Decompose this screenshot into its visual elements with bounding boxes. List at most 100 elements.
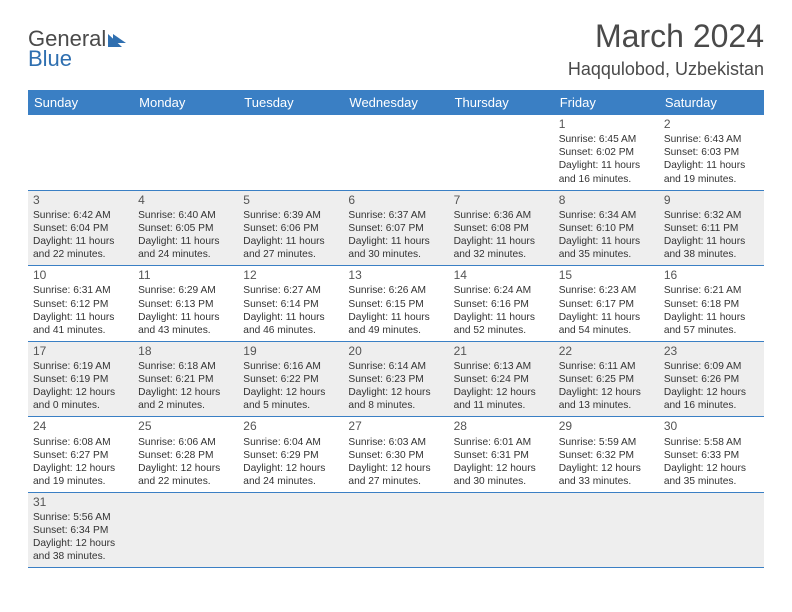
day-detail-line: and 19 minutes. — [33, 475, 128, 488]
day-detail-line: Sunset: 6:34 PM — [33, 524, 128, 537]
header: General March 2024 Haqqulobod, Uzbekista… — [28, 18, 764, 80]
day-detail-line: Sunrise: 6:27 AM — [243, 284, 338, 297]
day-number: 24 — [33, 419, 128, 434]
day-detail-line: and 33 minutes. — [559, 475, 654, 488]
day-detail-line: Sunrise: 6:42 AM — [33, 209, 128, 222]
day-detail-line: Sunset: 6:18 PM — [664, 298, 759, 311]
calendar-day-cell: 11Sunrise: 6:29 AMSunset: 6:13 PMDayligh… — [133, 266, 238, 342]
day-detail-line: and 16 minutes. — [559, 173, 654, 186]
day-detail-line: Sunset: 6:27 PM — [33, 449, 128, 462]
day-number: 26 — [243, 419, 338, 434]
day-detail-line: and 24 minutes. — [243, 475, 338, 488]
logo-text-2: Blue — [28, 46, 72, 72]
calendar-day-cell — [343, 115, 448, 190]
day-detail-line: Sunrise: 6:13 AM — [454, 360, 549, 373]
day-detail-line: Daylight: 12 hours — [559, 386, 654, 399]
day-detail-line: Daylight: 12 hours — [138, 462, 233, 475]
calendar-day-cell: 6Sunrise: 6:37 AMSunset: 6:07 PMDaylight… — [343, 190, 448, 266]
calendar-table: Sunday Monday Tuesday Wednesday Thursday… — [28, 90, 764, 568]
calendar-day-cell: 31Sunrise: 5:56 AMSunset: 6:34 PMDayligh… — [28, 492, 133, 568]
day-detail-line: Daylight: 11 hours — [33, 311, 128, 324]
day-number: 15 — [559, 268, 654, 283]
day-detail-line: Sunrise: 6:04 AM — [243, 436, 338, 449]
day-detail-line: Daylight: 12 hours — [348, 386, 443, 399]
day-detail-line: Daylight: 11 hours — [559, 235, 654, 248]
day-detail-line: Sunrise: 6:29 AM — [138, 284, 233, 297]
day-detail-line: Sunset: 6:12 PM — [33, 298, 128, 311]
day-detail-line: Sunrise: 6:40 AM — [138, 209, 233, 222]
day-detail-line: Sunrise: 6:18 AM — [138, 360, 233, 373]
day-detail-line: and 30 minutes. — [454, 475, 549, 488]
day-detail-line: Sunrise: 5:59 AM — [559, 436, 654, 449]
day-detail-line: Sunrise: 6:24 AM — [454, 284, 549, 297]
calendar-week-row: 31Sunrise: 5:56 AMSunset: 6:34 PMDayligh… — [28, 492, 764, 568]
day-detail-line: Sunrise: 6:31 AM — [33, 284, 128, 297]
day-number: 27 — [348, 419, 443, 434]
day-detail-line: Sunrise: 6:45 AM — [559, 133, 654, 146]
day-detail-line: and 46 minutes. — [243, 324, 338, 337]
day-detail-line: Daylight: 11 hours — [559, 311, 654, 324]
day-number: 12 — [243, 268, 338, 283]
day-number: 10 — [33, 268, 128, 283]
day-detail-line: Sunset: 6:08 PM — [454, 222, 549, 235]
day-number: 31 — [33, 495, 128, 510]
calendar-day-cell — [449, 115, 554, 190]
day-detail-line: and 54 minutes. — [559, 324, 654, 337]
calendar-day-cell: 29Sunrise: 5:59 AMSunset: 6:32 PMDayligh… — [554, 417, 659, 493]
calendar-body: 1Sunrise: 6:45 AMSunset: 6:02 PMDaylight… — [28, 115, 764, 568]
day-detail-line: Sunset: 6:24 PM — [454, 373, 549, 386]
day-detail-line: Sunset: 6:02 PM — [559, 146, 654, 159]
day-detail-line: Daylight: 12 hours — [348, 462, 443, 475]
day-number: 21 — [454, 344, 549, 359]
calendar-day-cell: 5Sunrise: 6:39 AMSunset: 6:06 PMDaylight… — [238, 190, 343, 266]
day-detail-line: Daylight: 11 hours — [138, 235, 233, 248]
calendar-day-cell: 1Sunrise: 6:45 AMSunset: 6:02 PMDaylight… — [554, 115, 659, 190]
calendar-day-cell: 21Sunrise: 6:13 AMSunset: 6:24 PMDayligh… — [449, 341, 554, 417]
day-detail-line: Sunset: 6:33 PM — [664, 449, 759, 462]
calendar-day-cell: 18Sunrise: 6:18 AMSunset: 6:21 PMDayligh… — [133, 341, 238, 417]
day-detail-line: and 22 minutes. — [138, 475, 233, 488]
day-detail-line: Sunrise: 6:03 AM — [348, 436, 443, 449]
calendar-day-cell: 10Sunrise: 6:31 AMSunset: 6:12 PMDayligh… — [28, 266, 133, 342]
calendar-day-cell: 22Sunrise: 6:11 AMSunset: 6:25 PMDayligh… — [554, 341, 659, 417]
calendar-week-row: 10Sunrise: 6:31 AMSunset: 6:12 PMDayligh… — [28, 266, 764, 342]
day-detail-line: and 35 minutes. — [664, 475, 759, 488]
calendar-day-cell: 2Sunrise: 6:43 AMSunset: 6:03 PMDaylight… — [659, 115, 764, 190]
day-detail-line: Daylight: 11 hours — [664, 159, 759, 172]
day-detail-line: Daylight: 12 hours — [454, 462, 549, 475]
month-title: March 2024 — [568, 18, 764, 55]
calendar-week-row: 1Sunrise: 6:45 AMSunset: 6:02 PMDaylight… — [28, 115, 764, 190]
day-number: 28 — [454, 419, 549, 434]
calendar-day-cell — [343, 492, 448, 568]
weekday-header: Wednesday — [343, 90, 448, 115]
day-number: 16 — [664, 268, 759, 283]
day-number: 22 — [559, 344, 654, 359]
day-detail-line: Sunset: 6:17 PM — [559, 298, 654, 311]
calendar-day-cell: 17Sunrise: 6:19 AMSunset: 6:19 PMDayligh… — [28, 341, 133, 417]
calendar-week-row: 24Sunrise: 6:08 AMSunset: 6:27 PMDayligh… — [28, 417, 764, 493]
day-detail-line: Sunset: 6:23 PM — [348, 373, 443, 386]
day-detail-line: and 5 minutes. — [243, 399, 338, 412]
day-detail-line: Daylight: 11 hours — [454, 235, 549, 248]
day-detail-line: Sunset: 6:05 PM — [138, 222, 233, 235]
day-detail-line: Sunrise: 6:43 AM — [664, 133, 759, 146]
day-detail-line: Daylight: 12 hours — [33, 462, 128, 475]
day-detail-line: Sunset: 6:21 PM — [138, 373, 233, 386]
day-detail-line: Daylight: 11 hours — [664, 311, 759, 324]
day-detail-line: and 32 minutes. — [454, 248, 549, 261]
day-detail-line: and 8 minutes. — [348, 399, 443, 412]
day-detail-line: and 38 minutes. — [664, 248, 759, 261]
weekday-header: Sunday — [28, 90, 133, 115]
day-detail-line: Sunset: 6:19 PM — [33, 373, 128, 386]
day-detail-line: Sunset: 6:06 PM — [243, 222, 338, 235]
day-number: 7 — [454, 193, 549, 208]
calendar-day-cell: 12Sunrise: 6:27 AMSunset: 6:14 PMDayligh… — [238, 266, 343, 342]
day-number: 8 — [559, 193, 654, 208]
day-detail-line: Sunrise: 6:32 AM — [664, 209, 759, 222]
day-detail-line: Sunset: 6:29 PM — [243, 449, 338, 462]
day-detail-line: Daylight: 12 hours — [33, 537, 128, 550]
day-detail-line: Sunset: 6:15 PM — [348, 298, 443, 311]
calendar-day-cell: 8Sunrise: 6:34 AMSunset: 6:10 PMDaylight… — [554, 190, 659, 266]
day-detail-line: Sunset: 6:10 PM — [559, 222, 654, 235]
day-detail-line: Sunrise: 6:21 AM — [664, 284, 759, 297]
